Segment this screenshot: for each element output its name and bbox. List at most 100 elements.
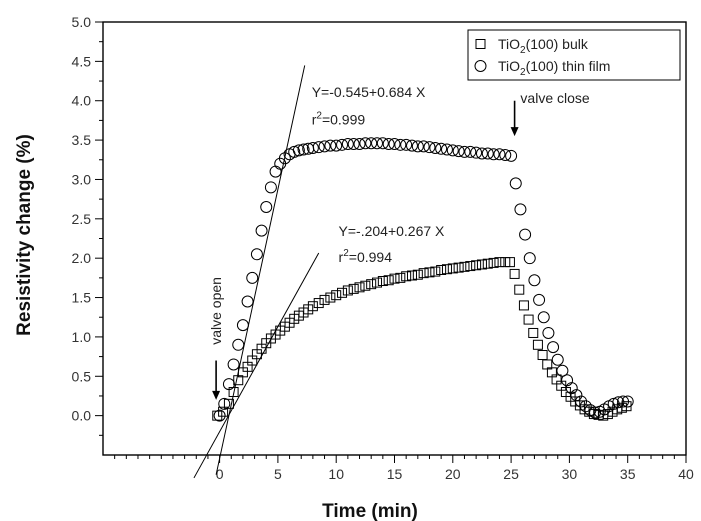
tick-layer: 0 5 10 15 20 25 30 35 40 0.0 0.5 1.0 1.5 2.0 2.5 3.0 3.5… <box>72 14 694 482</box>
legend-circle-marker <box>474 60 487 72</box>
thin-film-point <box>227 358 240 371</box>
legend-label: TiO2(100) bulk <box>498 36 589 56</box>
bulk-point <box>509 268 520 279</box>
valve-open-label: valve open <box>208 277 224 345</box>
y-tick-label: 5.0 <box>72 14 92 30</box>
annotation-fit2-eq: Y=-.204+0.267 X <box>339 223 446 239</box>
legend-box <box>467 29 681 81</box>
y-tick-label: 2.0 <box>72 250 92 266</box>
bulk-point <box>401 271 412 282</box>
bulk-point <box>372 277 383 288</box>
thin-film-point <box>509 177 522 190</box>
thin-film-point <box>250 248 263 261</box>
bulk-point <box>366 279 377 290</box>
thin-film-point <box>236 319 249 332</box>
y-tick-label: 3.5 <box>72 132 92 148</box>
thin-film-point <box>547 341 560 354</box>
legend-square-marker <box>475 39 486 49</box>
thin-film-point <box>617 395 630 408</box>
thin-film-point <box>306 141 319 154</box>
thin-film-point <box>241 295 254 308</box>
thin-film-point <box>359 137 372 150</box>
thin-film-point <box>260 201 273 214</box>
x-tick-label: 10 <box>328 466 344 482</box>
thin-film-point <box>292 144 305 157</box>
thin-film-point <box>232 338 245 351</box>
thin-film-point <box>400 138 413 151</box>
thin-film-point <box>537 311 550 324</box>
annotation-part: r <box>339 249 344 265</box>
thin-film-point <box>222 378 235 391</box>
bulk-point <box>430 266 441 277</box>
bulk-point <box>331 290 342 301</box>
thin-film-point <box>440 143 453 156</box>
y-axis-title: Resistivity change (%) <box>14 134 35 336</box>
y-tick-label: 0.0 <box>72 408 92 424</box>
x-tick-label: 30 <box>562 466 578 482</box>
annotation-fit2-r2: r2=0.994 <box>339 248 393 265</box>
thin-film-point <box>551 353 564 366</box>
bulk-point <box>514 284 525 295</box>
thin-film-point <box>565 382 578 395</box>
thin-film-point <box>589 406 602 419</box>
bulk-point <box>528 327 539 338</box>
thin-film-point <box>470 146 483 159</box>
bulk-point <box>313 298 324 309</box>
bulk-point <box>307 301 318 312</box>
bulk-point <box>504 257 515 268</box>
valve-close-label: valve close <box>520 90 589 106</box>
bulk-point <box>218 406 229 417</box>
bulk-point <box>377 276 388 287</box>
bulk-point <box>418 268 429 279</box>
x-tick-label: 40 <box>678 466 694 482</box>
thin-film-point <box>365 137 378 150</box>
legend-label-subscript: 2 <box>520 45 526 56</box>
bulk-point <box>518 300 529 311</box>
thin-film-point <box>341 138 354 151</box>
thin-film-point <box>523 252 536 265</box>
thin-film-point <box>499 149 512 162</box>
y-tick-label: 4.5 <box>72 53 92 69</box>
thin-film-point <box>382 138 395 151</box>
bulk-point <box>354 282 365 293</box>
annotation-superscript: 2 <box>316 110 322 121</box>
legend-label-part: (100) bulk <box>526 36 589 52</box>
valve-close-arrow-head <box>510 127 519 137</box>
annotation-part: =0.999 <box>322 111 365 127</box>
thin-film-point <box>458 145 471 158</box>
thin-film-point <box>528 274 541 287</box>
thin-film-point <box>556 364 569 377</box>
bulk-point <box>348 283 359 294</box>
y-tick-label: 1.5 <box>72 290 92 306</box>
thin-film-point <box>288 145 301 158</box>
thin-film-point <box>505 149 518 162</box>
bulk-point <box>488 257 499 268</box>
thin-film-point <box>452 145 465 158</box>
bulk-point <box>412 269 423 280</box>
bulk-point <box>523 314 534 325</box>
thin-film-point <box>621 395 634 408</box>
y-tick-label: 1.0 <box>72 329 92 345</box>
legend-label-part: (100) thin film <box>526 58 611 74</box>
annotation-superscript: 2 <box>343 248 349 259</box>
bulk-point <box>342 285 353 296</box>
x-tick-label: 15 <box>387 466 403 482</box>
x-tick-label: 20 <box>445 466 461 482</box>
thin-film-point <box>411 140 424 153</box>
bulk-point <box>325 292 336 303</box>
thin-film-point <box>570 389 583 402</box>
bulk-point <box>383 275 394 286</box>
annotation-fit1-eq: Y=-0.545+0.684 X <box>312 84 426 100</box>
plot-frame <box>102 21 687 456</box>
thin-film-point <box>318 140 331 153</box>
thin-film-point <box>423 141 436 154</box>
thin-film-point <box>405 139 418 152</box>
thin-film-point <box>542 326 555 339</box>
bulk-point <box>337 287 348 298</box>
thin-film-point <box>487 148 500 161</box>
thin-film-point <box>464 145 477 158</box>
valve-open-arrow-head <box>212 390 221 400</box>
bulk-point <box>459 261 470 272</box>
